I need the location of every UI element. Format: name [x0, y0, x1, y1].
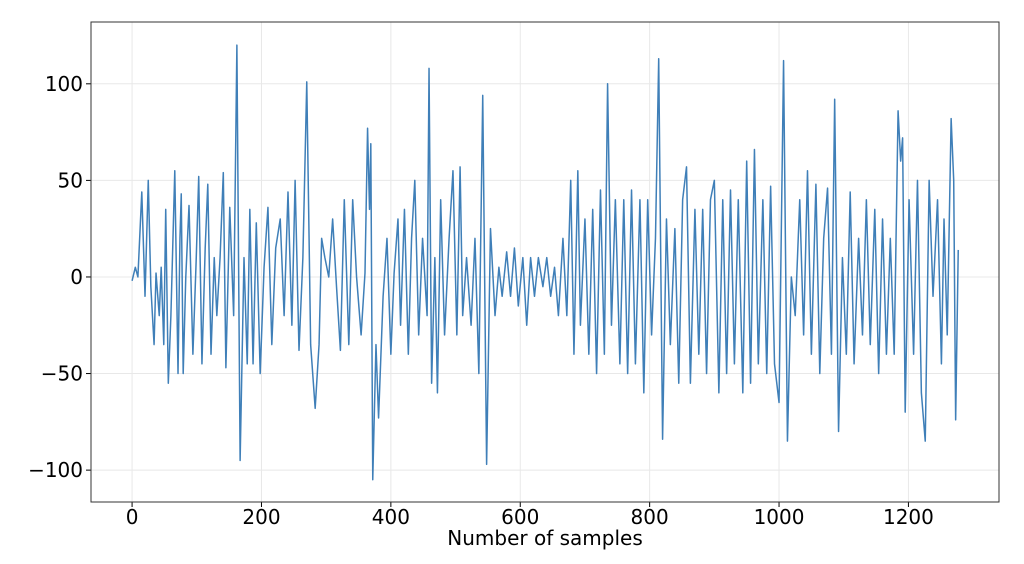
x-axis-label: Number of samples: [447, 526, 642, 550]
x-tick-label: 1000: [754, 505, 805, 529]
x-tick-label: 0: [126, 505, 139, 529]
plot-frame: [90, 21, 1000, 503]
x-tick-label: 400: [372, 505, 410, 529]
y-tick-label: 0: [70, 265, 83, 289]
y-tick-label: 100: [45, 72, 83, 96]
x-tick-label: 600: [501, 505, 539, 529]
x-tick-label: 800: [631, 505, 669, 529]
x-tick-label: 1200: [883, 505, 934, 529]
y-tick-label: 50: [58, 168, 83, 192]
y-tick-label: −50: [41, 362, 83, 386]
data-line: [131, 44, 959, 481]
y-tick-label: −100: [28, 458, 83, 482]
x-tick-label: 200: [242, 505, 280, 529]
